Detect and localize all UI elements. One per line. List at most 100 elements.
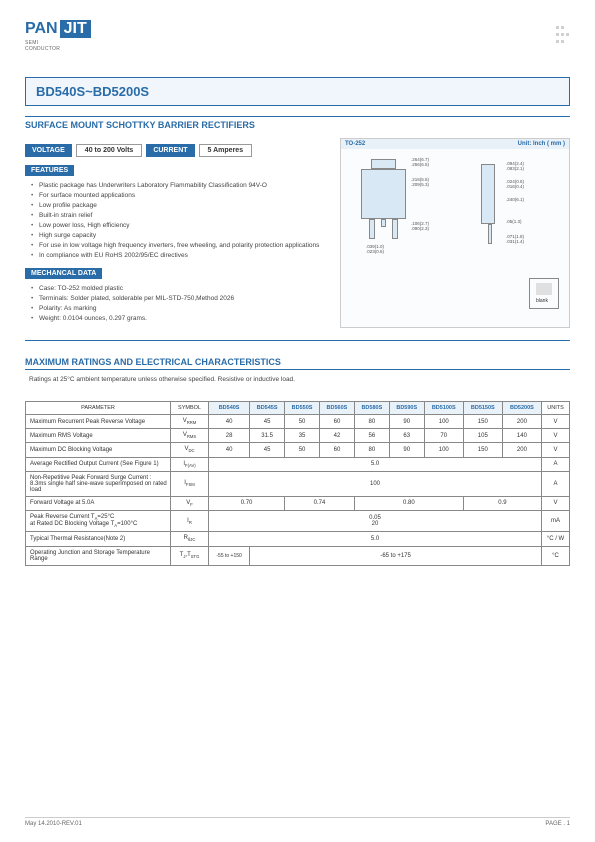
- cell-unit: A: [542, 457, 570, 471]
- logo: PAN JIT: [25, 20, 570, 38]
- decorative-dots: [555, 25, 570, 46]
- cell-span: 5.0: [209, 457, 542, 471]
- part-number-title: BD540S~BD5200S: [25, 77, 570, 106]
- package-blank-box: blank: [529, 278, 559, 309]
- cell-span: 100: [209, 471, 542, 496]
- dim-label: .216(5.5).209(5.3): [411, 177, 429, 187]
- dim-label: .024(0.6).016(0.4): [506, 179, 524, 189]
- table-row: Maximum DC Blocking Voltage VDC 40 45 50…: [26, 443, 570, 457]
- cell: 105: [463, 429, 502, 443]
- footer-page: PAGE . 1: [545, 821, 570, 827]
- cell-span: 0.0520: [209, 510, 542, 531]
- cell: 90: [389, 443, 424, 457]
- cell: 28: [209, 429, 250, 443]
- footer-date: May 14.2010-REV.01: [25, 821, 82, 827]
- cell: 60: [320, 443, 355, 457]
- cell: 45: [250, 443, 285, 457]
- col-part: BD550S: [285, 402, 320, 415]
- cell-sym: IF(AV): [171, 457, 209, 471]
- cell-span: 0.74: [285, 496, 355, 510]
- list-item: Low profile package: [31, 200, 325, 210]
- list-item: Plastic package has Underwriters Laborat…: [31, 180, 325, 190]
- col-part: BD590S: [389, 402, 424, 415]
- cell-sym: RθJC: [171, 532, 209, 546]
- cell-unit: °C / W: [542, 532, 570, 546]
- dim-label: .071(1.8).031(1.4): [506, 234, 524, 244]
- spec-row: VOLTAGE 40 to 200 Volts CURRENT 5 Ampere…: [25, 144, 325, 157]
- package-front-body: [361, 169, 406, 219]
- package-unit: Unit: Inch ( mm ): [518, 141, 565, 147]
- cell: 42: [320, 429, 355, 443]
- cell: 40: [209, 415, 250, 429]
- package-drawing-box: TO-252 Unit: Inch ( mm ) .264(6.7).256(6…: [340, 138, 570, 328]
- logo-jit: JIT: [60, 20, 91, 38]
- cell: 50: [285, 415, 320, 429]
- list-item: In compliance with EU RoHS 2002/95/EC di…: [31, 250, 325, 260]
- package-header: TO-252 Unit: Inch ( mm ): [341, 139, 569, 149]
- ratings-table: PARAMETER SYMBOL BD540S BD545S BD550S BD…: [25, 401, 570, 566]
- cell: 140: [502, 429, 541, 443]
- table-row: Non-Repetitive Peak Forward Surge Curren…: [26, 471, 570, 496]
- cell-span: 0.9: [463, 496, 541, 510]
- ratings-heading: MAXIMUM RATINGS AND ELECTRICAL CHARACTER…: [25, 351, 570, 367]
- cell-param: Peak Reverse Current TA=25°Cat Rated DC …: [26, 510, 171, 531]
- package-side-body: [481, 164, 495, 224]
- current-value: 5 Amperes: [199, 144, 253, 157]
- cell-sym: IFSM: [171, 471, 209, 496]
- col-part: BD560S: [320, 402, 355, 415]
- cell: 40: [209, 443, 250, 457]
- cell-sym: VDC: [171, 443, 209, 457]
- cell: 200: [502, 443, 541, 457]
- cell: 35: [285, 429, 320, 443]
- cell: 200: [502, 415, 541, 429]
- col-parameter: PARAMETER: [26, 402, 171, 415]
- cell-unit: °C: [542, 546, 570, 565]
- dim-label: .094(2.4).083(2.1): [506, 161, 524, 171]
- cell-span: 0.70: [209, 496, 285, 510]
- cell-unit: V: [542, 443, 570, 457]
- cell: 45: [250, 415, 285, 429]
- col-part: BD540S: [209, 402, 250, 415]
- list-item: Built-in strain relief: [31, 210, 325, 220]
- list-item: Terminals: Solder plated, solderable per…: [31, 293, 325, 303]
- divider: [25, 340, 570, 341]
- package-drawing: .264(6.7).256(6.5) .216(5.5).209(5.3) .1…: [341, 149, 569, 314]
- package-column: TO-252 Unit: Inch ( mm ) .264(6.7).256(6…: [340, 138, 570, 328]
- table-row: Forward Voltage at 5.0A VF 0.70 0.74 0.8…: [26, 496, 570, 510]
- dim-label: .240(6.1): [506, 197, 524, 202]
- mechanical-heading: MECHANCAL DATA: [25, 268, 102, 279]
- cell-sym: VRRM: [171, 415, 209, 429]
- cell-sym: IR: [171, 510, 209, 531]
- dim-label: .05(1.3): [506, 219, 522, 224]
- logo-pan: PAN: [25, 20, 58, 38]
- cell: 100: [424, 415, 463, 429]
- col-part: BD5150S: [463, 402, 502, 415]
- logo-subtitle: SEMI CONDUCTOR: [25, 40, 570, 52]
- cell-sym: VRMS: [171, 429, 209, 443]
- cell-sym: VF: [171, 496, 209, 510]
- list-item: Polarity: As marking: [31, 303, 325, 313]
- col-part: BD580S: [354, 402, 389, 415]
- cell: 90: [389, 415, 424, 429]
- cell-span: -65 to +175: [250, 546, 542, 565]
- dim-label: .106(2.7).090(2.3): [411, 221, 429, 231]
- cell: 31.5: [250, 429, 285, 443]
- dim-label: .264(6.7).256(6.5): [411, 157, 429, 167]
- table-row: Average Rectified Output Current (See Fi…: [26, 457, 570, 471]
- cell: 80: [354, 415, 389, 429]
- left-column: VOLTAGE 40 to 200 Volts CURRENT 5 Ampere…: [25, 138, 325, 328]
- col-units: UNITS: [542, 402, 570, 415]
- list-item: For surface mounted applications: [31, 190, 325, 200]
- package-side-lead: [488, 224, 492, 244]
- table-row: Maximum Recurrent Peak Reverse Voltage V…: [26, 415, 570, 429]
- list-item: Case: TO-252 molded plastic: [31, 283, 325, 293]
- table-row: Maximum RMS Voltage VRMS 28 31.5 35 42 5…: [26, 429, 570, 443]
- col-symbol: SYMBOL: [171, 402, 209, 415]
- table-row: Typical Thermal Resistance(Note 2) RθJC …: [26, 532, 570, 546]
- cell: 56: [354, 429, 389, 443]
- table-row: Operating Junction and Storage Temperatu…: [26, 546, 570, 565]
- cell-param: Typical Thermal Resistance(Note 2): [26, 532, 171, 546]
- product-subtitle: SURFACE MOUNT SCHOTTKY BARRIER RECTIFIER…: [25, 116, 570, 130]
- voltage-label: VOLTAGE: [25, 144, 72, 157]
- current-label: CURRENT: [146, 144, 194, 157]
